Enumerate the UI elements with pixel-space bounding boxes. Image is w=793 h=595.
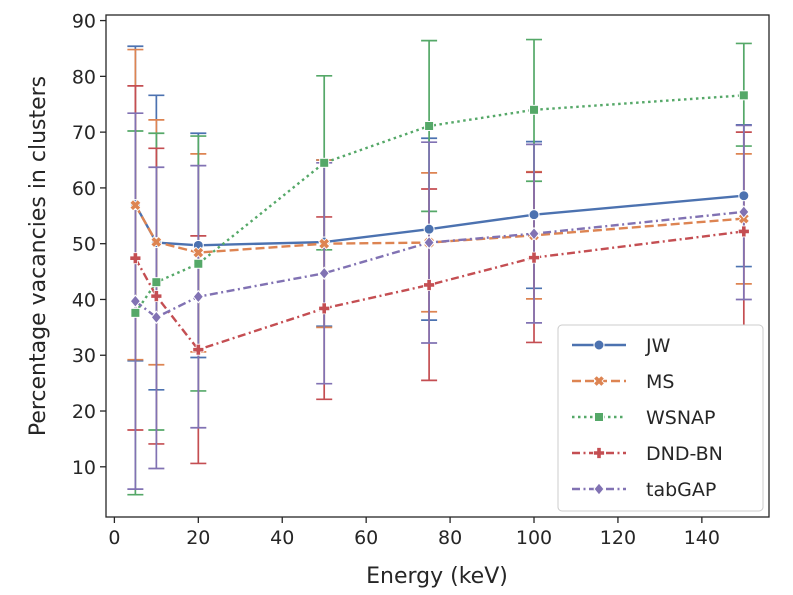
x-tick-label: 80 <box>438 527 462 549</box>
data-point-ms <box>192 246 205 259</box>
legend-marker-wsnap <box>594 412 604 422</box>
y-tick-label: 90 <box>72 11 96 33</box>
data-point-tabgap <box>738 205 750 219</box>
data-point-ms <box>129 199 142 212</box>
data-point-jw <box>423 223 435 235</box>
data-point-jw <box>738 190 750 202</box>
data-point-dnd-bn <box>423 279 436 291</box>
x-tick-label: 120 <box>600 527 636 549</box>
y-tick-label: 60 <box>72 178 96 200</box>
y-tick-label: 30 <box>72 345 96 367</box>
x-tick-label: 40 <box>270 527 294 549</box>
y-axis-label: Percentage vacancies in clusters <box>26 76 51 436</box>
data-point-dnd-bn <box>150 290 163 303</box>
data-point-tabgap <box>150 310 163 325</box>
data-point-wsnap <box>193 258 204 269</box>
y-tick-label: 80 <box>72 66 96 88</box>
data-point-tabgap <box>423 235 435 250</box>
y-tick-label: 50 <box>72 234 96 256</box>
legend-marker-jw <box>593 339 605 351</box>
legend-label-dnd-bn: DND-BN <box>646 443 723 465</box>
data-point-dnd-bn <box>528 251 540 264</box>
data-point-wsnap <box>130 307 141 318</box>
data-point-wsnap <box>319 157 330 168</box>
data-point-tabgap <box>129 294 142 308</box>
data-point-wsnap <box>151 277 162 288</box>
data-point-tabgap <box>528 226 540 241</box>
data-point-dnd-bn <box>192 343 205 356</box>
data-point-wsnap <box>738 90 749 101</box>
x-tick-label: 20 <box>186 527 210 549</box>
y-tick-label: 10 <box>72 457 96 479</box>
legend-label-wsnap: WSNAP <box>646 407 716 429</box>
data-point-jw <box>528 209 540 221</box>
legend-marker-dnd-bn <box>593 447 605 459</box>
data-point-wsnap <box>529 104 540 115</box>
data-point-dnd-bn <box>318 302 331 315</box>
data-point-wsnap <box>424 120 435 131</box>
legend-label-tabgap: tabGAP <box>646 479 716 501</box>
y-axis-ticks: 10 20 30 40 50 60 70 80 90 <box>72 11 106 479</box>
x-tick-label: 100 <box>516 527 552 549</box>
legend-marker-tabgap <box>593 482 605 496</box>
legend-frame <box>557 324 764 512</box>
x-tick-label: 60 <box>354 527 378 549</box>
data-point-ms <box>150 236 163 249</box>
x-tick-label: 140 <box>684 527 720 549</box>
legend-label-ms: MS <box>646 371 674 393</box>
y-tick-label: 40 <box>72 289 96 311</box>
y-tick-label: 70 <box>72 122 96 144</box>
data-point-dnd-bn <box>129 252 142 265</box>
legend-marker-ms <box>592 374 606 388</box>
legend-label-jw: JW <box>645 335 671 357</box>
y-tick-label: 20 <box>72 401 96 423</box>
legend: JW MS WSNAP DND-BN tabGAP <box>557 324 764 512</box>
data-point-tabgap <box>192 289 204 304</box>
data-point-ms <box>318 237 331 250</box>
series-markers <box>129 90 750 356</box>
data-point-tabgap <box>318 266 330 281</box>
x-axis-ticks: 0 20 40 60 80 100 120 140 <box>108 517 720 549</box>
data-point-dnd-bn <box>737 225 750 238</box>
x-axis-label: Energy (keV) <box>366 564 508 589</box>
x-tick-label: 0 <box>108 527 120 549</box>
